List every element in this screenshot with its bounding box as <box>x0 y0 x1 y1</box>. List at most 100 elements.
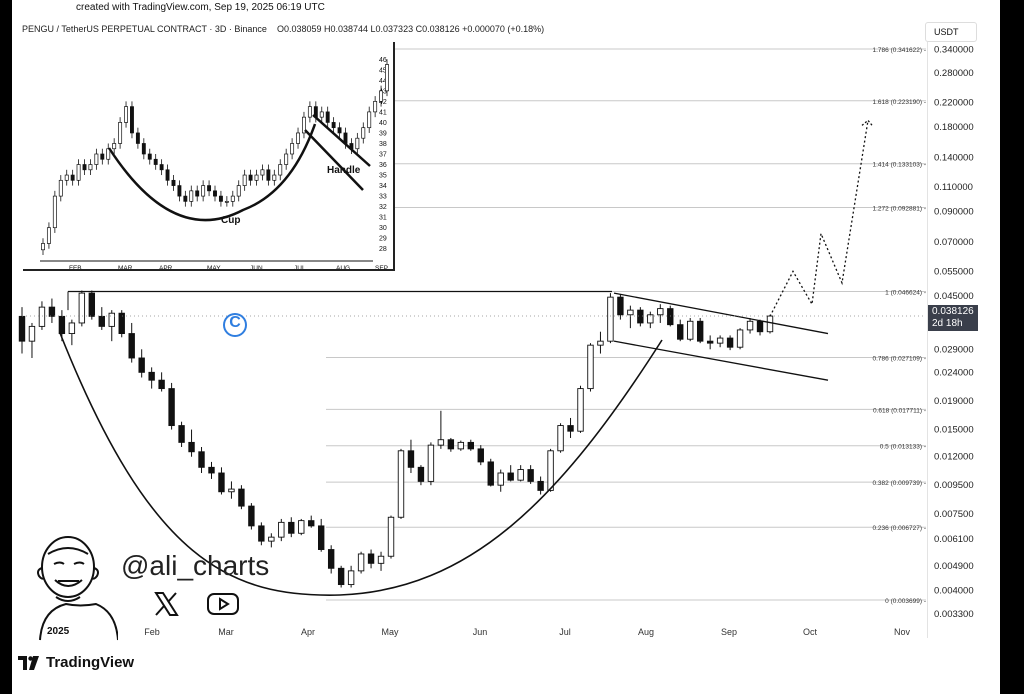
inset-candle-body <box>224 201 229 203</box>
candle-body <box>766 315 774 333</box>
inset-x-tick-label: MAY <box>207 265 221 269</box>
candle-body <box>497 472 504 486</box>
inset-candle-body <box>242 174 247 186</box>
candle <box>248 503 255 530</box>
inset-y-tick-label: 34 <box>379 183 387 190</box>
inset-candle <box>153 154 158 170</box>
inset-candle <box>355 132 360 154</box>
candle <box>716 335 724 348</box>
inset-candle <box>260 164 265 181</box>
inset-y-tick-label: 36 <box>379 162 387 169</box>
inset-candle <box>254 169 259 186</box>
y-tick-label: 0.280000 <box>934 68 974 79</box>
candle <box>706 335 714 350</box>
inset-candle-body <box>135 132 140 144</box>
inset-candle-body <box>177 185 182 197</box>
tradingview-brand: TradingView <box>18 654 134 671</box>
inset-candle <box>337 122 342 139</box>
youtube-icon[interactable] <box>206 590 240 618</box>
candle-body <box>407 450 415 468</box>
candle-body <box>298 520 305 534</box>
candle-body <box>148 371 155 381</box>
inset-candle <box>165 164 170 186</box>
candle-body <box>78 292 86 324</box>
author-handle: @ali_charts <box>121 550 270 581</box>
currency-selector[interactable]: USDT <box>925 22 977 42</box>
inset-candle-body <box>230 195 235 202</box>
inset-x-tick-label: SEP <box>375 265 388 269</box>
candle <box>756 319 764 336</box>
candle-body <box>746 320 754 331</box>
inset-candle-body <box>100 153 105 160</box>
y-tick-label: 0.004000 <box>934 586 974 597</box>
y-tick-label: 0.340000 <box>934 45 974 56</box>
candle-body <box>527 469 534 482</box>
inset-candle <box>159 159 164 176</box>
candle-body <box>357 553 365 572</box>
fib-level-label: 0 (0.003699) - <box>885 598 926 605</box>
last-price: 0.038126 <box>932 306 974 317</box>
inset-candle <box>88 159 93 176</box>
inset-candle <box>70 169 75 186</box>
candle-body <box>178 425 185 443</box>
inset-candle <box>266 164 271 186</box>
inset-handle-spacer <box>318 128 368 167</box>
candle <box>228 481 235 499</box>
inset-candle-body <box>141 143 146 155</box>
inset-candle-body <box>331 122 336 129</box>
inset-candle-body <box>76 164 81 181</box>
candle-body <box>577 388 584 432</box>
candle <box>637 307 644 327</box>
inset-candle <box>236 180 241 202</box>
candle <box>268 533 275 548</box>
inset-y-tick-label: 37 <box>379 152 387 159</box>
inset-candle <box>171 175 176 191</box>
inset-candle-body <box>201 185 206 197</box>
candle-body <box>268 536 275 542</box>
inset-candle-body <box>118 122 123 144</box>
inset-y-tick-label: 44 <box>379 78 387 85</box>
y-tick-label: 0.007500 <box>934 509 974 520</box>
candle-body <box>726 337 734 348</box>
inset-candle-body <box>207 185 212 192</box>
inset-handle-spacer <box>311 128 369 169</box>
candle <box>357 551 365 574</box>
x-icon[interactable] <box>152 590 180 618</box>
candle-body <box>98 315 105 327</box>
candle <box>347 565 355 588</box>
candle-body <box>248 505 255 527</box>
inset-candle <box>290 138 295 160</box>
candle-body <box>397 450 405 518</box>
inset-candle <box>41 238 45 256</box>
fib-level-label: 1 (0.046624) - <box>885 289 926 296</box>
inset-candle-body <box>302 116 306 134</box>
candle-body <box>387 516 395 557</box>
inset-candle <box>207 180 212 197</box>
inset-x-tick-label: JUL <box>294 265 306 269</box>
candle <box>148 367 155 389</box>
inset-y-tick-label: 33 <box>379 194 387 201</box>
inset-candle-body <box>379 90 384 102</box>
inset-candle-body <box>373 101 378 113</box>
inset-x-tick-label: JUN <box>250 265 263 269</box>
inset-candle-body <box>325 111 330 123</box>
inset-candle <box>218 190 223 207</box>
candle <box>18 307 26 354</box>
projection-arrowhead <box>861 119 874 127</box>
candle-body <box>228 488 235 493</box>
inset-handle-lower-line <box>304 129 364 191</box>
y-tick-label: 0.090000 <box>934 206 974 217</box>
candle <box>527 465 534 484</box>
candle <box>677 319 684 342</box>
candle-body <box>507 472 514 481</box>
inset-candle <box>130 101 134 139</box>
candle <box>547 448 554 492</box>
candle-body <box>447 439 455 450</box>
candle-body <box>417 466 425 482</box>
inset-candle <box>242 169 247 191</box>
ohlc-readout: O0.038059 H0.038744 L0.037323 C0.038126 … <box>276 24 545 34</box>
inset-candle-body <box>319 111 324 118</box>
x-tick-label: Jun <box>473 627 488 637</box>
inset-candle-body <box>88 164 93 171</box>
candle-body <box>258 525 265 542</box>
